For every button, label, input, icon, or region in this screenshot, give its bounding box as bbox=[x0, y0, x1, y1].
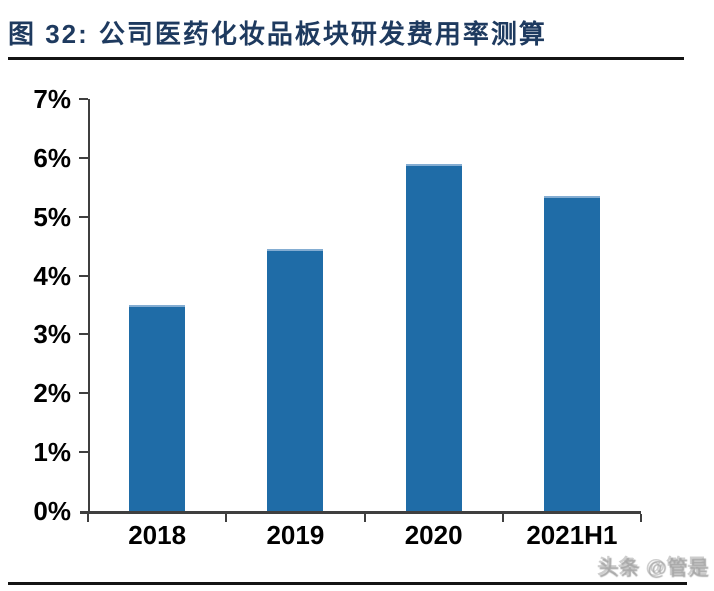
y-axis-tick-label: 4% bbox=[33, 260, 71, 291]
y-axis-tick bbox=[79, 392, 88, 395]
y-axis-tick bbox=[79, 156, 88, 159]
x-axis-line bbox=[80, 511, 641, 514]
x-axis-label: 2020 bbox=[404, 520, 463, 550]
x-axis-label: 2019 bbox=[266, 520, 325, 550]
y-axis-tick bbox=[79, 215, 88, 218]
y-axis-tick-label: 5% bbox=[33, 201, 71, 232]
y-axis-tick-label: 6% bbox=[33, 142, 71, 173]
y-axis-tick bbox=[79, 274, 88, 277]
y-axis-line bbox=[88, 99, 90, 514]
figure-title-text: 公司医药化妆品板块研发费用率测算 bbox=[98, 19, 547, 49]
y-axis-tick-label: 1% bbox=[33, 437, 71, 468]
y-axis-tick-label: 7% bbox=[33, 84, 71, 114]
watermark: 头条 @管是 bbox=[596, 556, 708, 578]
title-divider bbox=[8, 57, 684, 60]
bar-2018 bbox=[129, 305, 186, 511]
y-axis-tick-label: 3% bbox=[33, 319, 71, 350]
y-axis-tick bbox=[79, 98, 88, 100]
y-axis-tick-label: 0% bbox=[33, 496, 71, 526]
x-axis-tick bbox=[225, 514, 228, 522]
x-axis-label: 2021H1 bbox=[526, 520, 618, 550]
y-axis-tick-label: 2% bbox=[33, 378, 71, 409]
x-axis-tick bbox=[640, 514, 642, 522]
figure-title: 图 32: 公司医药化妆品板块研发费用率测算 bbox=[8, 14, 547, 51]
bar-2019 bbox=[267, 249, 324, 511]
bar-2020 bbox=[405, 163, 462, 511]
y-axis-tick bbox=[79, 333, 88, 336]
x-axis-tick bbox=[501, 514, 504, 522]
bar-2021H1 bbox=[543, 196, 600, 511]
figure-number-label: 图 32: bbox=[8, 19, 89, 49]
y-axis-tick bbox=[79, 451, 88, 454]
x-axis-tick bbox=[87, 514, 89, 522]
bottom-divider bbox=[8, 582, 687, 585]
x-axis-label: 2018 bbox=[128, 520, 187, 550]
x-axis-tick bbox=[363, 514, 366, 522]
